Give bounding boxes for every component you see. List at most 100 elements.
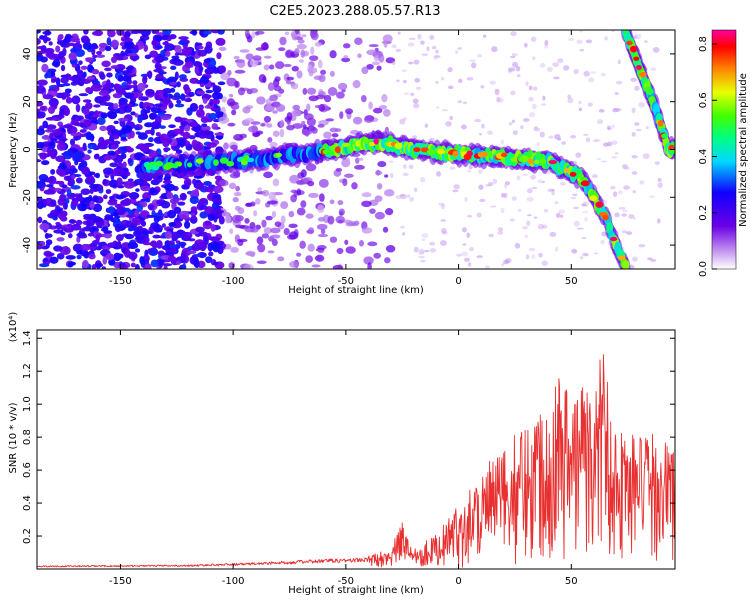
noise-speckle xyxy=(193,253,202,258)
noise-speckle xyxy=(95,84,103,89)
noise-speckle xyxy=(531,186,538,189)
noise-speckle xyxy=(445,121,452,127)
noise-speckle xyxy=(215,135,223,139)
noise-speckle xyxy=(474,118,482,123)
noise-speckle xyxy=(67,177,75,187)
noise-speckle xyxy=(408,61,414,65)
noise-speckle xyxy=(87,149,92,154)
noise-speckle xyxy=(318,193,325,202)
noise-speckle xyxy=(249,221,256,230)
noise-speckle xyxy=(617,59,621,65)
noise-speckle xyxy=(479,198,486,203)
noise-speckle xyxy=(542,95,546,101)
noise-speckle xyxy=(218,65,227,74)
noise-speckle xyxy=(262,189,270,197)
noise-speckle xyxy=(103,154,113,161)
noise-speckle xyxy=(208,112,218,120)
noise-speckle xyxy=(526,220,531,227)
noise-speckle xyxy=(298,59,304,63)
y-tick-label: 0.6 xyxy=(22,462,33,478)
noise-speckle xyxy=(202,235,209,242)
noise-speckle xyxy=(337,82,348,91)
noise-speckle xyxy=(579,48,585,52)
noise-speckle xyxy=(139,101,145,109)
noise-speckle xyxy=(300,169,307,178)
noise-speckle xyxy=(107,206,115,214)
noise-speckle xyxy=(114,84,122,91)
noise-speckle xyxy=(614,91,619,96)
second-trace-peak xyxy=(636,64,642,71)
noise-speckle xyxy=(468,262,472,267)
noise-speckle xyxy=(639,180,645,185)
noise-speckle xyxy=(125,66,134,71)
noise-speckle xyxy=(263,115,272,123)
noise-speckle xyxy=(344,173,354,178)
noise-speckle xyxy=(194,65,200,75)
noise-speckle xyxy=(39,152,48,160)
noise-speckle xyxy=(52,58,61,68)
noise-speckle xyxy=(150,179,160,186)
noise-speckle xyxy=(168,255,176,262)
noise-speckle xyxy=(164,43,175,52)
noise-speckle xyxy=(531,103,537,110)
noise-speckle xyxy=(579,256,584,260)
noise-speckle xyxy=(54,187,62,192)
noise-speckle xyxy=(43,258,49,262)
noise-speckle xyxy=(554,201,559,205)
noise-speckle xyxy=(600,239,605,245)
noise-speckle xyxy=(280,201,289,210)
noise-speckle xyxy=(363,116,374,123)
noise-speckle xyxy=(537,127,541,132)
noise-speckle xyxy=(146,106,151,111)
noise-speckle xyxy=(274,221,282,227)
snr-plot-area xyxy=(37,354,675,568)
main-trace-peak xyxy=(155,160,164,167)
noise-speckle xyxy=(50,137,58,142)
noise-speckle xyxy=(323,94,332,103)
noise-speckle xyxy=(539,62,546,68)
noise-speckle xyxy=(66,223,73,228)
noise-speckle xyxy=(567,94,571,99)
snr-series-line xyxy=(37,354,675,568)
noise-speckle xyxy=(134,113,139,118)
noise-speckle xyxy=(134,248,141,253)
colorbar-gradient xyxy=(711,29,737,270)
noise-speckle xyxy=(104,83,111,91)
noise-speckle xyxy=(80,243,92,251)
noise-speckle xyxy=(169,244,177,249)
noise-speckle xyxy=(154,62,162,70)
noise-speckle xyxy=(456,253,462,257)
noise-speckle xyxy=(88,184,99,189)
noise-speckle xyxy=(440,219,447,222)
noise-speckle xyxy=(523,42,528,48)
noise-speckle xyxy=(188,91,195,97)
noise-speckle xyxy=(528,85,533,91)
noise-speckle xyxy=(59,246,71,256)
noise-speckle xyxy=(414,77,421,83)
noise-speckle xyxy=(265,215,273,221)
noise-speckle xyxy=(337,199,344,206)
x-tick-label: -50 xyxy=(338,276,354,287)
noise-speckle xyxy=(315,254,325,262)
noise-speckle xyxy=(649,259,657,262)
noise-speckle xyxy=(409,197,415,202)
noise-speckle xyxy=(162,263,173,267)
noise-speckle xyxy=(227,122,236,127)
noise-speckle xyxy=(583,133,589,136)
noise-speckle xyxy=(646,257,653,260)
noise-speckle xyxy=(76,69,84,75)
noise-speckle xyxy=(108,198,118,203)
noise-speckle xyxy=(112,134,120,140)
noise-speckle xyxy=(250,121,261,125)
second-trace-peak xyxy=(629,45,638,53)
noise-speckle xyxy=(193,260,200,269)
noise-speckle xyxy=(245,251,255,256)
noise-speckle xyxy=(65,176,71,180)
noise-speckle xyxy=(391,44,397,49)
noise-speckle xyxy=(118,100,125,105)
noise-speckle xyxy=(89,200,95,210)
noise-speckle xyxy=(87,232,94,237)
noise-speckle xyxy=(420,259,426,263)
noise-speckle xyxy=(376,65,382,71)
noise-speckle xyxy=(382,226,389,233)
